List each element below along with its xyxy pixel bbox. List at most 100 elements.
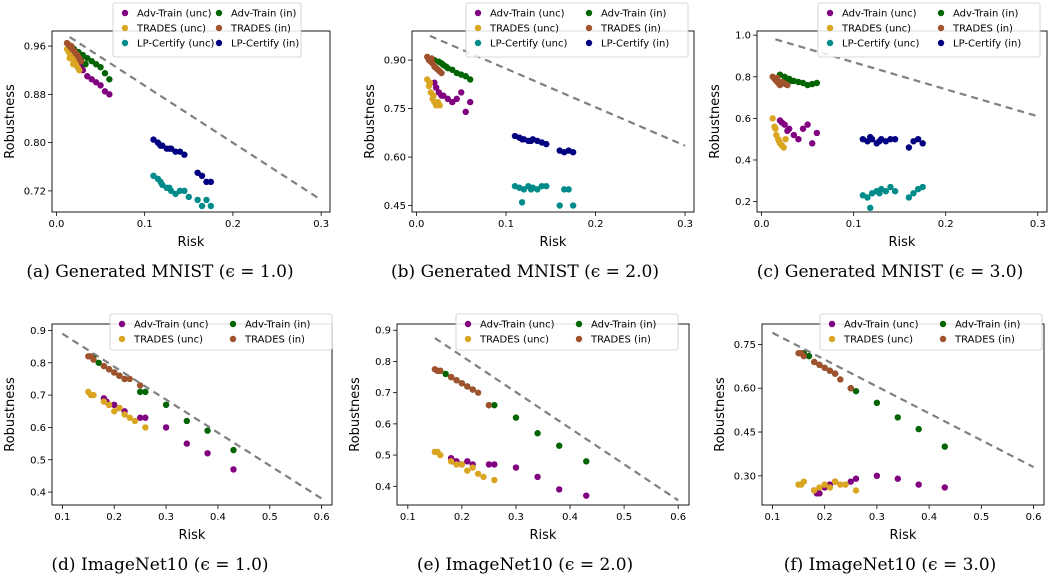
data-point (847, 478, 854, 485)
data-point (520, 186, 528, 193)
data-point (181, 151, 188, 158)
data-point (910, 190, 917, 197)
x-tick-label: 0.6 (314, 512, 330, 523)
data-point (772, 125, 779, 132)
data-point (447, 373, 455, 381)
x-tick-label: 0.1 (54, 512, 70, 523)
series-trades-in (769, 73, 791, 89)
y-tick-label: 0.60 (734, 384, 756, 395)
legend-label: TRADES (unc) (136, 24, 206, 35)
data-point (464, 458, 471, 465)
data-point (842, 481, 849, 488)
caption: (e) ImageNet10 (ϵ = 2.0) (417, 555, 633, 575)
data-point (437, 367, 444, 375)
data-point (852, 475, 860, 482)
data-point (556, 202, 563, 209)
legend-box (817, 2, 1041, 58)
x-tick-label: 0.5 (616, 512, 632, 523)
data-point (111, 401, 118, 409)
data-point (837, 481, 844, 488)
data-point (466, 98, 474, 106)
data-point (469, 464, 476, 471)
data-point (142, 424, 149, 431)
caption: (f) ImageNet10 (ϵ = 3.0) (784, 555, 997, 575)
axes-frame (411, 30, 695, 213)
data-point (426, 79, 434, 86)
data-point (821, 364, 828, 371)
legend-marker (121, 24, 129, 32)
frontier-line (429, 34, 686, 147)
legend-label: Adv-Train (in) (245, 320, 311, 331)
y-tick-label: 0.75 (384, 104, 406, 115)
data-point (491, 461, 498, 468)
data-point (894, 414, 901, 421)
legend-marker (215, 9, 223, 17)
data-point (444, 95, 452, 103)
y-tick-label: 0.30 (734, 471, 756, 482)
x-tick-label: 0.6 (670, 512, 686, 523)
y-tick-label: 0.5 (30, 455, 46, 466)
series-adv-train-in (776, 71, 821, 89)
legend-label: Adv-Train (unc) (480, 320, 555, 331)
data-point (941, 484, 948, 491)
legend-marker (121, 9, 129, 17)
y-tick-label: 0.4 (30, 488, 46, 499)
data-point (867, 204, 874, 212)
data-point (852, 387, 860, 395)
legend-marker (937, 9, 945, 17)
x-tick-label: 0.1 (137, 219, 153, 230)
data-point (432, 84, 440, 91)
data-point (518, 199, 526, 206)
y-tick-label: 0.2 (735, 197, 751, 208)
data-point (198, 202, 206, 210)
series-lp-certify-unc (511, 182, 577, 209)
x-axis-label: Risk (889, 235, 916, 250)
data-point (569, 149, 577, 156)
y-tick-label: 0.7 (30, 391, 46, 402)
data-point (136, 382, 144, 389)
data-point (458, 461, 466, 468)
legend-label: TRADES (unc) (841, 24, 911, 35)
data-point (527, 137, 535, 145)
y-axis-label: Robustness (3, 84, 18, 159)
data-point (774, 74, 781, 82)
x-tick-label: 0.5 (262, 512, 278, 523)
data-point (437, 451, 444, 459)
y-tick-label: 0.9 (375, 326, 391, 337)
series-lp-certify-in (859, 133, 926, 151)
legend-marker (826, 9, 834, 17)
frontier-line (61, 332, 323, 500)
data-point (894, 475, 901, 482)
x-tick-label: 0.4 (921, 512, 937, 523)
x-tick-label: 0.1 (846, 219, 862, 230)
x-tick-label: 0.1 (498, 219, 514, 230)
y-axis-label: Robustness (348, 377, 363, 452)
legend-label: Adv-Train (unc) (134, 320, 209, 331)
data-point (466, 76, 474, 83)
data-point (116, 404, 123, 412)
legend-label: TRADES (in) (600, 24, 661, 35)
data-point (157, 142, 164, 149)
series-trades-in (63, 39, 85, 65)
legend-marker (464, 320, 472, 328)
data-point (453, 461, 460, 468)
data-point (919, 183, 926, 191)
x-tick-label: 0.3 (508, 512, 524, 523)
data-point (204, 450, 211, 457)
data-point (166, 145, 173, 152)
panel-a: 0.0 0.1 0.2 0.3 0.72 0.80 0.88 0.96 Risk Robustne… (3, 2, 331, 282)
x-tick-label: 0.3 (1030, 219, 1046, 230)
data-point (166, 184, 173, 192)
legend-label: TRADES (in) (244, 335, 305, 346)
data-point (915, 481, 922, 488)
data-point (436, 102, 443, 109)
data-point (873, 399, 881, 407)
x-tick-label: 0.3 (158, 512, 174, 523)
data-point (462, 108, 469, 116)
y-tick-label: 1.0 (735, 31, 751, 42)
legend-marker (215, 24, 223, 32)
series-trades-unc (424, 76, 443, 109)
data-point (811, 487, 818, 494)
data-point (474, 389, 482, 396)
